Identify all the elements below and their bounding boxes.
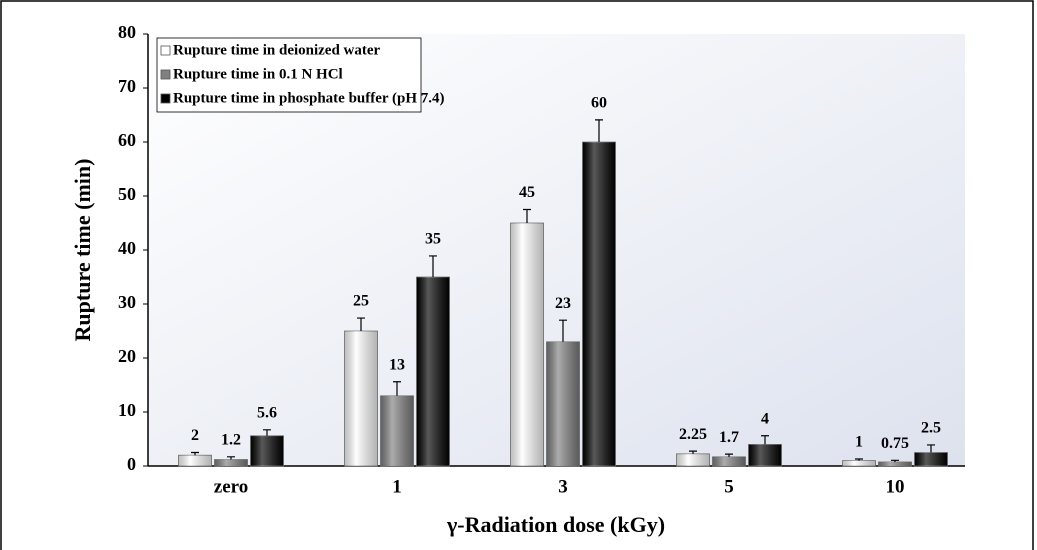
error-bar (725, 453, 733, 457)
error-bar (595, 119, 603, 142)
bar-shade (712, 456, 746, 466)
bar-shade (416, 277, 450, 466)
bar-shade (250, 435, 284, 466)
y-tick-label: 20 (118, 346, 136, 366)
legend-box (156, 37, 422, 113)
error-bar (357, 317, 365, 331)
value-label: 1.7 (719, 429, 739, 446)
y-tick-label: 50 (118, 184, 136, 204)
y-tick-label: 40 (118, 238, 136, 258)
value-label: 1.2 (221, 431, 241, 448)
error-bar (263, 429, 271, 436)
x-tick-label: 5 (724, 476, 734, 497)
value-label: 2 (191, 427, 199, 444)
x-tick-label: zero (214, 476, 248, 497)
y-tick-label: 60 (118, 130, 136, 150)
bar-shade (214, 459, 248, 466)
x-tick-label: 3 (558, 476, 568, 497)
bar-shade (676, 453, 710, 466)
y-tick-label: 30 (118, 292, 136, 312)
legend-label: Rupture time in 0.1 N HCl (173, 66, 343, 82)
error-bar (523, 208, 531, 223)
x-tick-label: 10 (886, 476, 905, 497)
legend-marker (160, 93, 171, 104)
value-label: 4 (761, 410, 769, 427)
legend-marker (160, 45, 171, 56)
error-bar (559, 319, 567, 342)
error-bar (429, 255, 437, 277)
value-label: 0.75 (881, 435, 909, 452)
error-bar (761, 435, 769, 445)
bar-shade (842, 460, 876, 466)
value-label: 45 (519, 184, 535, 201)
value-label: 23 (555, 295, 571, 312)
value-label: 35 (425, 231, 441, 248)
bar-shade (546, 341, 580, 466)
error-bar (927, 444, 935, 453)
bar-shade (914, 452, 948, 466)
value-label: 13 (389, 356, 405, 373)
error-bar (227, 456, 235, 460)
value-label: 2.25 (679, 426, 707, 443)
bar-shade (178, 455, 212, 466)
bar-shade (748, 444, 782, 466)
y-tick-label: 0 (127, 454, 136, 474)
bar-shade (380, 395, 414, 466)
legend-label: Rupture time in phosphate buffer (pH 7.4… (173, 90, 445, 106)
bar-shade (878, 461, 912, 466)
error-bar (689, 450, 697, 454)
bar-shade (510, 223, 544, 466)
legend-label: Rupture time in deionized water (173, 42, 381, 58)
error-bar (855, 458, 863, 461)
bar-shade (344, 331, 378, 466)
value-label: 60 (591, 95, 607, 112)
y-tick-label: 80 (118, 22, 136, 42)
y-tick-label: 70 (118, 76, 136, 96)
value-label: 2.5 (921, 420, 941, 437)
bar-shade (582, 142, 616, 466)
value-label: 1 (855, 434, 863, 451)
value-label: 5.6 (257, 404, 277, 421)
legend-marker (160, 69, 171, 80)
x-axis-label: γ-Radiation dose (kGy) (446, 512, 665, 537)
value-label: 25 (353, 293, 369, 310)
error-bar (891, 459, 899, 462)
y-axis-label: Rupture time (min) (70, 159, 95, 342)
error-bar (393, 381, 401, 396)
x-tick-label: 1 (392, 476, 402, 497)
error-bar (191, 451, 199, 456)
y-tick-label: 10 (118, 400, 136, 420)
